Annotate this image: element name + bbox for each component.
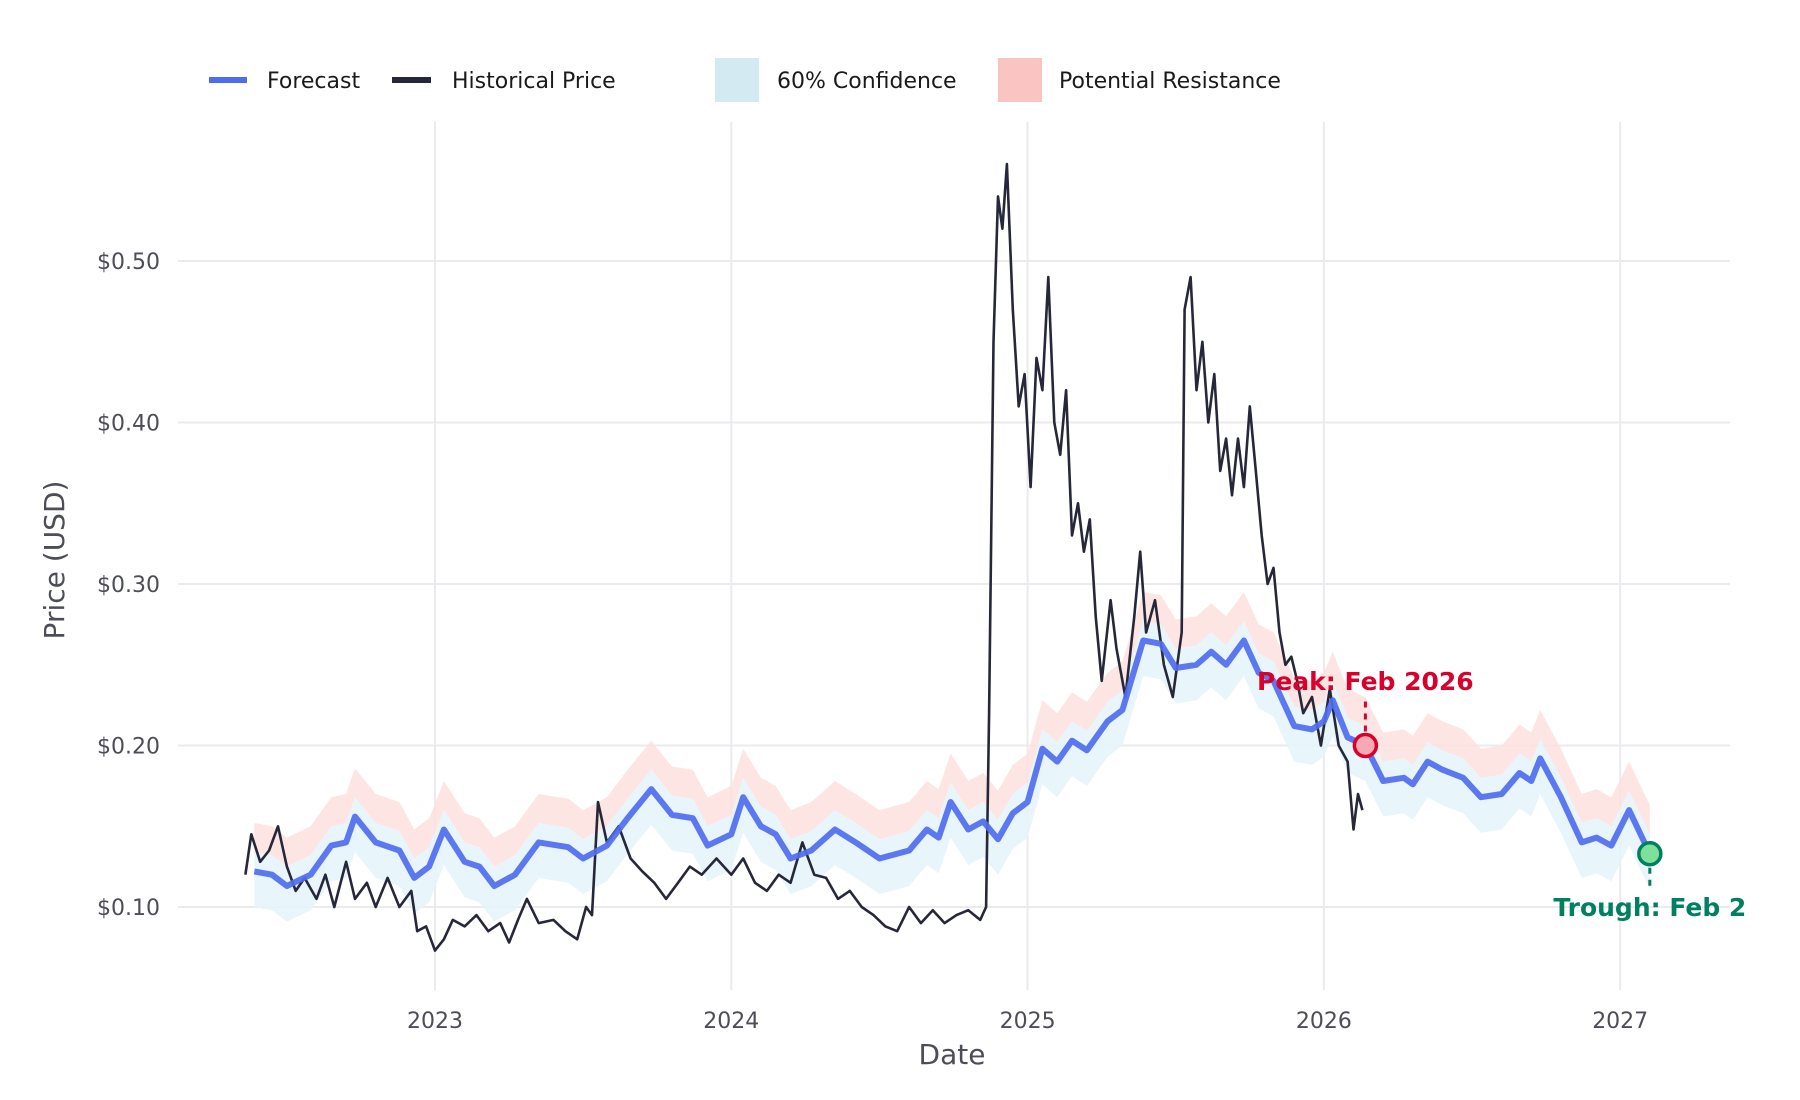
legend-forecast-label: Forecast (267, 69, 360, 94)
forecast-line (253, 637, 1653, 889)
peak-marker (1352, 732, 1379, 759)
x-tick-label: 2024 (703, 1009, 759, 1034)
y-tick-label: $0.40 (97, 412, 160, 437)
legend-historical-label: Historical Price (452, 69, 616, 94)
legend-confidence-swatch (715, 58, 759, 102)
legend-resistance-swatch (998, 58, 1042, 102)
resistance-band (254, 592, 1650, 867)
y-tick-label: $0.20 (97, 735, 160, 760)
y-tick-label: $0.50 (97, 250, 160, 275)
x-tick-label: 2027 (1592, 1009, 1648, 1034)
legend: Forecast Historical Price 60% Confidence… (209, 58, 1281, 102)
axis-ticks: 2023 2024 2025 2026 2027 $0.10 $0.20 $0.30 $0.40… (97, 250, 1648, 1034)
series-lines (244, 162, 1653, 952)
x-tick-label: 2026 (1296, 1009, 1352, 1034)
y-tick-label: $0.30 (97, 573, 160, 598)
x-tick-label: 2023 (407, 1009, 463, 1034)
historical-price-line (244, 162, 1364, 952)
y-axis-title: Price (USD) (38, 481, 71, 640)
trough-marker (1637, 840, 1663, 867)
x-tick-label: 2025 (1000, 1009, 1056, 1034)
gridlines (178, 122, 1730, 990)
annotations: Peak: Feb 2026 Trough: Feb 2 (1257, 667, 1746, 922)
legend-confidence-label: 60% Confidence (777, 69, 957, 94)
y-tick-label: $0.10 (97, 896, 160, 921)
bands (254, 592, 1650, 922)
peak-label: Peak: Feb 2026 (1257, 667, 1474, 696)
x-axis-title: Date (919, 1038, 986, 1071)
legend-resistance-label: Potential Resistance (1059, 69, 1281, 94)
trough-label: Trough: Feb 2 (1553, 893, 1746, 922)
